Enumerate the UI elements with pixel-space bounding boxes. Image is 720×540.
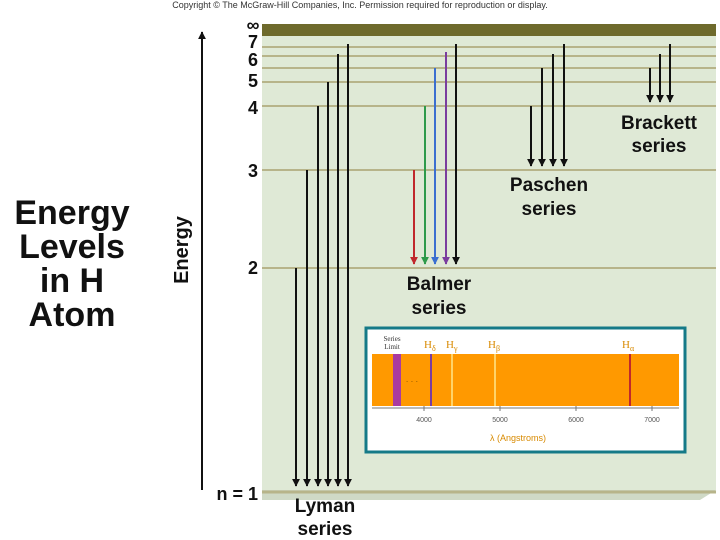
level-label-n2: 2 (248, 258, 258, 278)
spectrum-band (372, 354, 679, 406)
ellipsis-marker: · · · (406, 377, 418, 386)
level-label-n3: 3 (248, 161, 258, 181)
spectrum-inset: Series Limit Hδ Hγ Hβ Hα · · · 4000 5000… (364, 326, 687, 454)
continuum-band (262, 24, 716, 36)
paschen-series-label: series (522, 199, 577, 220)
spectrum-axis-label: λ (Angstroms) (490, 433, 546, 443)
brackett-series-label: Brackett (621, 113, 698, 134)
h-delta-label: Hδ (424, 339, 436, 353)
level-label-ninf: ∞ (247, 15, 260, 35)
lyman-arrows (292, 44, 352, 487)
paschen-arrows (527, 44, 568, 167)
brackett-arrows (646, 44, 674, 103)
title-line: Energy (14, 194, 130, 232)
series-limit-band (393, 354, 401, 406)
title-line: Atom (28, 296, 116, 334)
copyright-notice: Copyright © The McGraw-Hill Companies, I… (172, 0, 548, 10)
brackett-series-label: series (632, 136, 687, 157)
lyman-series-label: Lyman (295, 496, 356, 517)
series-limit-label: Limit (384, 343, 400, 351)
tick-label: 4000 (416, 417, 432, 424)
level-label-n7: 7 (248, 32, 258, 52)
paschen-series-label: Paschen (510, 175, 588, 196)
balmer-series-label: Balmer (407, 274, 472, 295)
title-line: in H (39, 262, 105, 300)
diagram-title: Energy Levels in H Atom (2, 196, 142, 332)
h-gamma-label: Hγ (446, 339, 458, 353)
h-beta-label: Hβ (488, 339, 500, 353)
balmer-arrows (410, 44, 460, 265)
h-alpha-label: Hα (622, 339, 635, 353)
level-label-n4: 4 (248, 98, 258, 118)
balmer-series-label: series (412, 298, 467, 319)
tick-label: 6000 (568, 417, 584, 424)
tick-label: 7000 (644, 417, 660, 424)
series-limit-label: Series (383, 335, 400, 343)
tick-label: 5000 (492, 417, 508, 424)
level-label-n5: 5 (248, 71, 258, 91)
level-label-n1: n = 1 (216, 484, 258, 504)
title-line: Levels (19, 228, 125, 266)
lyman-series-label: series (298, 519, 353, 540)
axis-label: Energy (171, 215, 193, 284)
level-label-n6: 6 (248, 50, 258, 70)
